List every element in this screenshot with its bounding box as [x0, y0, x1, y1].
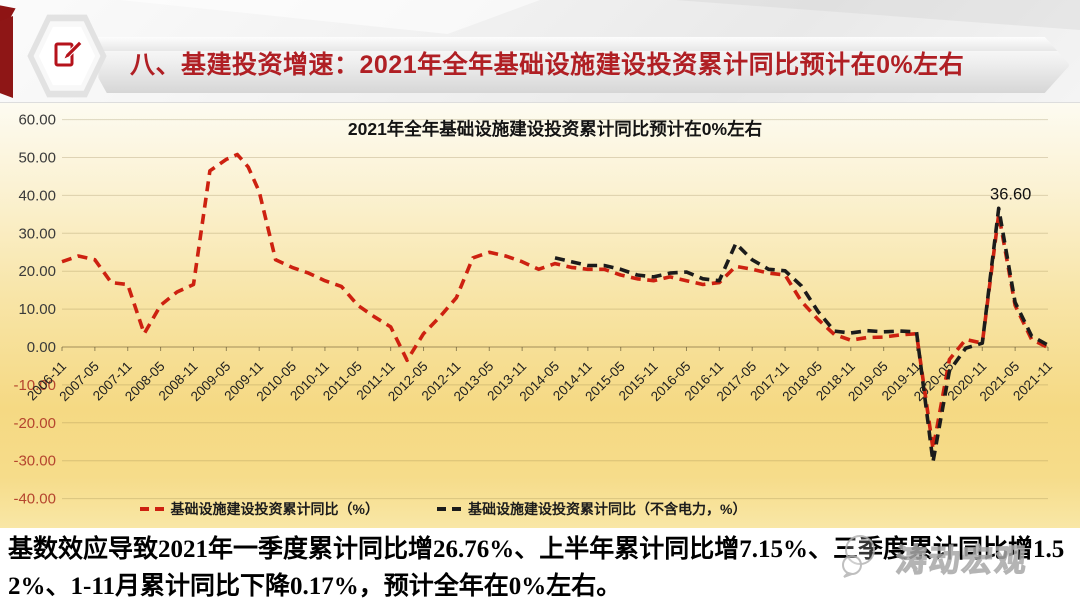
red-edge-accent: [0, 16, 13, 98]
legend-label: 基础设施建设投资累计同比（%）: [170, 501, 379, 517]
y-tick-label: -30.00: [13, 453, 56, 470]
y-tick-label: 30.00: [18, 225, 56, 242]
header-banner: 八、基建投资增速：2021年全年基础设施建设投资累计同比预计在0%左右: [98, 37, 1070, 93]
series-line-1: [554, 206, 1049, 464]
header-texture: [120, 0, 540, 34]
edit-pencil-icon: [48, 35, 86, 78]
black-dash-line-icon: [437, 507, 461, 511]
y-tick-label: 20.00: [18, 263, 56, 280]
chart-legend: 基础设施建设投资累计同比（%） 基础设施建设投资累计同比（不含电力，%）: [0, 499, 936, 519]
chart-section: 60.00 50.00 40.00 30.00 20.00 10.00 0.00 -10.00…: [0, 103, 1080, 528]
y-tick-label: 50.00: [18, 150, 56, 167]
hexagon-badge: [27, 14, 107, 98]
y-tick-label: 40.00: [18, 187, 56, 204]
page-title: 八、基建投资增速：2021年全年基础设施建设投资累计同比预计在0%左右: [130, 51, 965, 79]
y-tick-label: 60.00: [18, 112, 56, 129]
y-tick-label: 0.00: [27, 339, 56, 356]
y-tick-label: -20.00: [13, 415, 56, 432]
y-tick-label: -10.00: [13, 377, 56, 394]
legend-item-excl-electricity: 基础设施建设投资累计同比（不含电力，%）: [437, 499, 746, 519]
red-dash-line-icon: [139, 507, 164, 511]
footer: 基数效应导致2021年一季度累计同比增26.76%、上半年累计同比增7.15%、…: [0, 528, 1080, 608]
series-line-0: [61, 152, 1049, 451]
legend-label: 基础设施建设投资累计同比（不含电力，%）: [468, 501, 747, 517]
chart-title: 2021年全年基础设施建设投资累计同比预计在0%左右: [347, 119, 763, 139]
peak-annotation-label: 36.60: [990, 185, 1031, 203]
header-texture: [675, 0, 1080, 30]
y-tick-label: -40.00: [13, 491, 56, 508]
chart-canvas: 60.00 50.00 40.00 30.00 20.00 10.00 0.00 -10.00…: [13, 112, 1055, 508]
summary-text: 基数效应导致2021年一季度累计同比增26.76%、上半年累计同比增7.15%、…: [8, 536, 1065, 600]
header: 八、基建投资增速：2021年全年基础设施建设投资累计同比预计在0%左右: [0, 0, 1080, 103]
y-tick-label: 10.00: [18, 301, 56, 318]
legend-item-full-caliber: 基础设施建设投资累计同比（%）: [139, 499, 379, 519]
